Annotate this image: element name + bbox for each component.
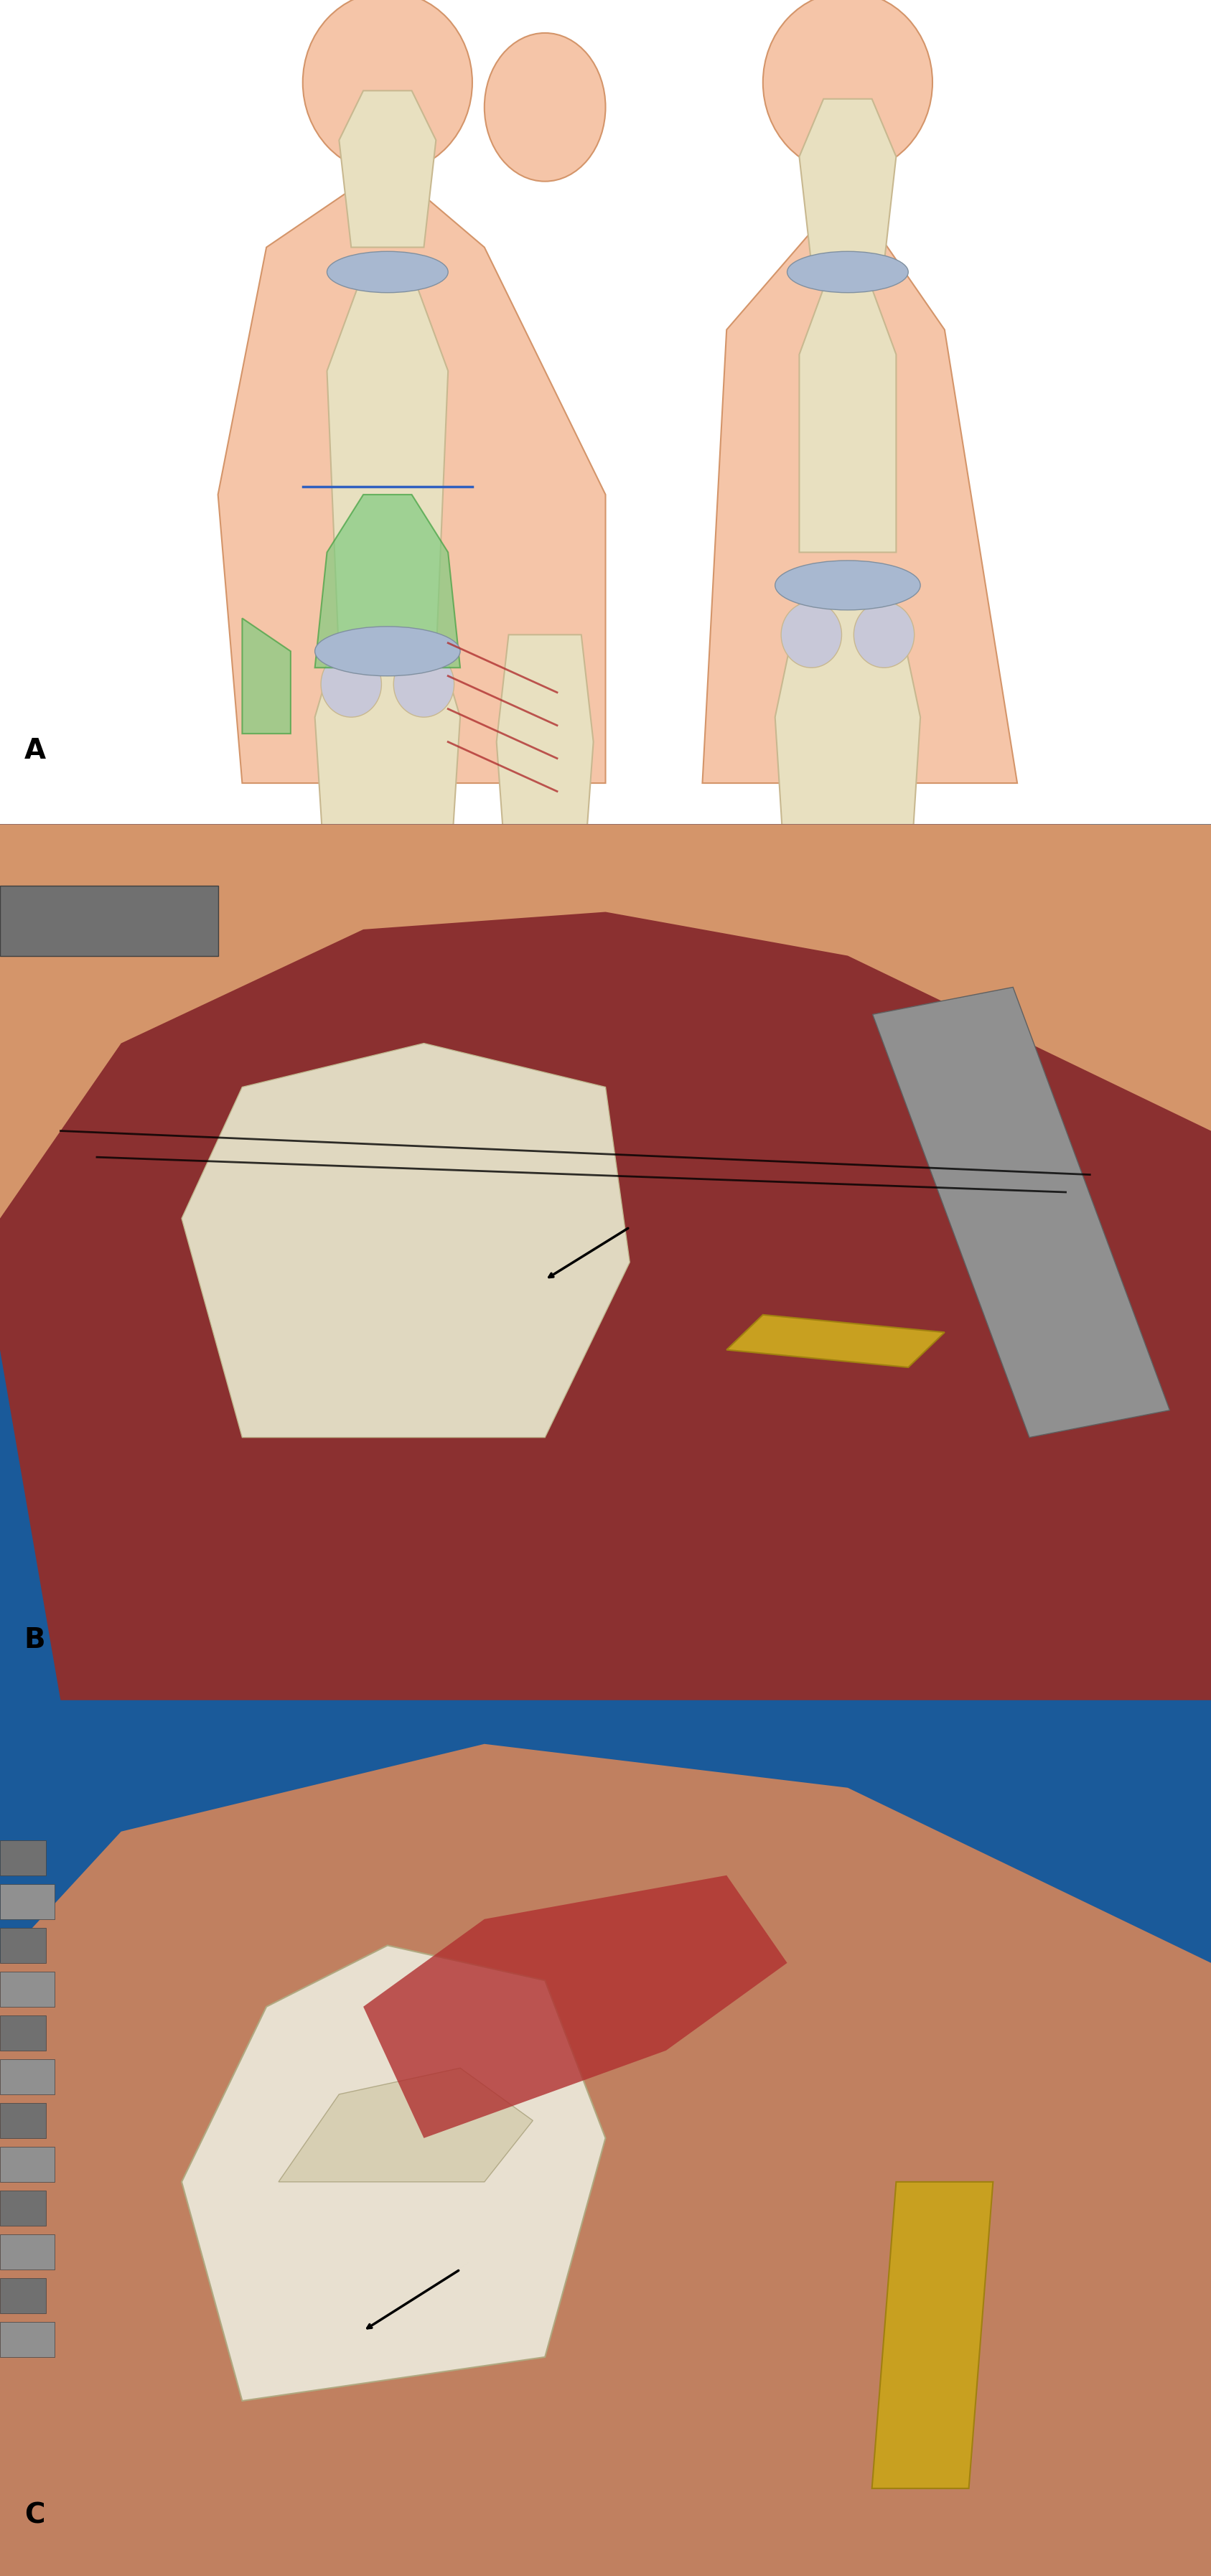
- Polygon shape: [182, 1945, 605, 2401]
- Polygon shape: [315, 495, 460, 667]
- Ellipse shape: [787, 252, 908, 294]
- Ellipse shape: [327, 252, 448, 294]
- Polygon shape: [315, 634, 460, 907]
- Bar: [0, 2233, 54, 2269]
- Text: B: B: [24, 1625, 46, 1654]
- Polygon shape: [182, 1043, 630, 1437]
- Polygon shape: [799, 289, 896, 551]
- Bar: [0, 1883, 54, 1919]
- Bar: [0, 886, 218, 956]
- Polygon shape: [0, 824, 1211, 1700]
- Bar: [0, 1927, 46, 1963]
- Text: A: A: [24, 737, 46, 765]
- Polygon shape: [775, 603, 920, 907]
- Bar: [0, 2146, 54, 2182]
- Polygon shape: [872, 2182, 993, 2488]
- Polygon shape: [0, 1744, 1211, 2576]
- Polygon shape: [279, 2069, 533, 2182]
- Polygon shape: [0, 824, 1211, 1218]
- Polygon shape: [327, 273, 448, 659]
- Polygon shape: [363, 1875, 787, 2138]
- Polygon shape: [497, 634, 593, 907]
- Polygon shape: [339, 90, 436, 247]
- Bar: [0, 2277, 46, 2313]
- Polygon shape: [702, 191, 1017, 783]
- Bar: [0, 2058, 54, 2094]
- Polygon shape: [727, 1314, 945, 1368]
- Polygon shape: [799, 98, 896, 263]
- Ellipse shape: [484, 33, 606, 180]
- Bar: [0, 2014, 46, 2050]
- Ellipse shape: [775, 562, 920, 611]
- Ellipse shape: [315, 626, 460, 675]
- Bar: [873, 987, 1170, 1437]
- Ellipse shape: [763, 0, 932, 173]
- Bar: [0, 2102, 46, 2138]
- Ellipse shape: [303, 0, 472, 173]
- Polygon shape: [218, 165, 606, 783]
- Ellipse shape: [394, 652, 454, 716]
- Bar: [0, 2321, 54, 2357]
- Ellipse shape: [781, 603, 842, 667]
- Bar: [0, 1839, 46, 1875]
- Bar: [0, 2190, 46, 2226]
- Polygon shape: [242, 618, 291, 734]
- Bar: [0, 1971, 54, 2007]
- Ellipse shape: [854, 603, 914, 667]
- Ellipse shape: [321, 652, 381, 716]
- Text: C: C: [24, 2501, 45, 2530]
